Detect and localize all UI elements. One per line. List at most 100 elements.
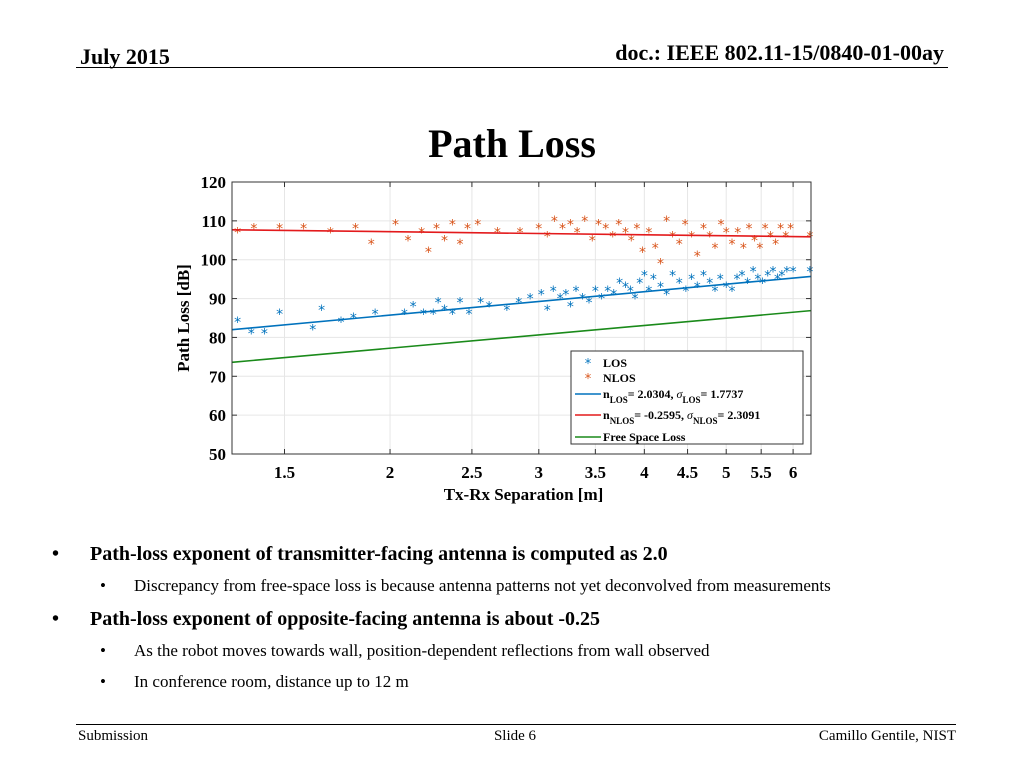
sub-bullet-item: • As the robot moves towards wall, posit…	[50, 639, 990, 663]
bullet-marker: •	[52, 543, 60, 565]
data-point: *	[425, 245, 432, 261]
data-point: *	[598, 292, 605, 308]
x-tick-label: 4.5	[677, 463, 698, 482]
data-point: *	[441, 303, 448, 319]
fit-line	[231, 228, 812, 238]
x-tick-label: 5.5	[751, 463, 772, 482]
data-point: *	[418, 226, 425, 242]
data-point: *	[650, 272, 657, 288]
data-point: *	[602, 222, 609, 238]
data-point: *	[435, 295, 442, 311]
data-point: *	[622, 280, 629, 296]
sub-bullet-item: • In conference room, distance up to 12 …	[50, 670, 990, 694]
data-point: *	[433, 222, 440, 238]
header-divider	[76, 67, 948, 68]
data-point: *	[627, 284, 634, 300]
data-point: *	[663, 288, 670, 304]
data-point: *	[669, 268, 676, 284]
data-point: *	[352, 222, 359, 238]
x-axis-label: Tx-Rx Separation [m]	[444, 485, 604, 504]
data-point: *	[694, 249, 701, 265]
data-point: *	[700, 222, 707, 238]
data-point: *	[641, 268, 648, 284]
slide-title: Path Loss	[428, 121, 596, 166]
data-point: *	[633, 222, 640, 238]
data-point: *	[368, 237, 375, 253]
data-point: *	[628, 233, 635, 249]
axes-frame	[231, 181, 812, 455]
data-point: *	[783, 264, 790, 280]
data-point: *	[676, 237, 683, 253]
data-point: *	[604, 284, 611, 300]
data-point: *	[595, 218, 602, 234]
data-point: *	[764, 268, 771, 284]
data-point: *	[589, 233, 596, 249]
fit-line	[231, 309, 812, 364]
data-point: *	[234, 315, 241, 331]
data-point: *	[327, 226, 334, 242]
x-tick-label: 6	[789, 463, 798, 482]
x-tick-label: 2.5	[461, 463, 482, 482]
data-point: *	[806, 264, 813, 280]
data-point: *	[544, 303, 551, 319]
data-point: *	[717, 272, 724, 288]
data-point: *	[645, 226, 652, 242]
legend-label-part: = 2.3091	[717, 408, 760, 422]
bullet-marker: •	[100, 641, 106, 660]
data-point: *	[538, 288, 545, 304]
data-point: *	[657, 280, 664, 296]
data-point: *	[592, 284, 599, 300]
data-point: *	[744, 276, 751, 292]
sub-bullet-item: • Discrepancy from free-space loss is be…	[50, 574, 990, 598]
data-point: *	[778, 268, 785, 284]
x-tick-label: 3	[535, 463, 544, 482]
data-point: *	[401, 307, 408, 323]
legend-label-part: σ	[687, 408, 694, 422]
data-point: *	[787, 222, 794, 238]
data-point: *	[441, 233, 448, 249]
data-point: *	[759, 276, 766, 292]
data-point: *	[449, 307, 456, 323]
legend-label-part: = -0.2595,	[634, 408, 687, 422]
data-point: *	[586, 295, 593, 311]
data-point: *	[663, 214, 670, 230]
los-legend-marker: *	[585, 357, 592, 372]
data-point: *	[234, 226, 241, 242]
legend-label: LOS	[603, 356, 627, 370]
data-point: *	[616, 276, 623, 292]
x-tick-label: 3.5	[585, 463, 606, 482]
data-point: *	[464, 222, 471, 238]
data-point: *	[248, 327, 255, 343]
x-tick-label: 5	[722, 463, 731, 482]
legend-label-part: LOS	[682, 395, 700, 405]
data-point: *	[740, 241, 747, 257]
data-point: *	[712, 284, 719, 300]
footer-slide-number: Slide 6	[493, 728, 537, 744]
data-point: *	[449, 218, 456, 234]
data-point: *	[503, 303, 510, 319]
data-point: *	[559, 222, 566, 238]
data-point: *	[639, 245, 646, 261]
data-point: *	[300, 222, 307, 238]
data-point: *	[276, 307, 283, 323]
data-point: *	[610, 288, 617, 304]
data-point: *	[544, 229, 551, 245]
legend-label: Free Space Loss	[603, 430, 686, 444]
data-point: *	[657, 257, 664, 273]
data-point: *	[338, 315, 345, 331]
y-tick-label: 50	[209, 445, 226, 464]
data-point: *	[688, 272, 695, 288]
bullet-item: • Path-loss exponent of transmitter-faci…	[50, 540, 990, 568]
data-point: *	[550, 284, 557, 300]
bullet-marker: •	[100, 576, 106, 595]
data-point: *	[769, 264, 776, 280]
data-point: *	[572, 284, 579, 300]
data-point: *	[782, 229, 789, 245]
data-point: *	[456, 237, 463, 253]
bullet-item: • Path-loss exponent of opposite-facing …	[50, 605, 990, 633]
x-tick-label: 1.5	[274, 463, 295, 482]
data-point: *	[567, 299, 574, 315]
legend-label-part: σ	[677, 387, 684, 401]
bullet-marker: •	[52, 608, 60, 630]
